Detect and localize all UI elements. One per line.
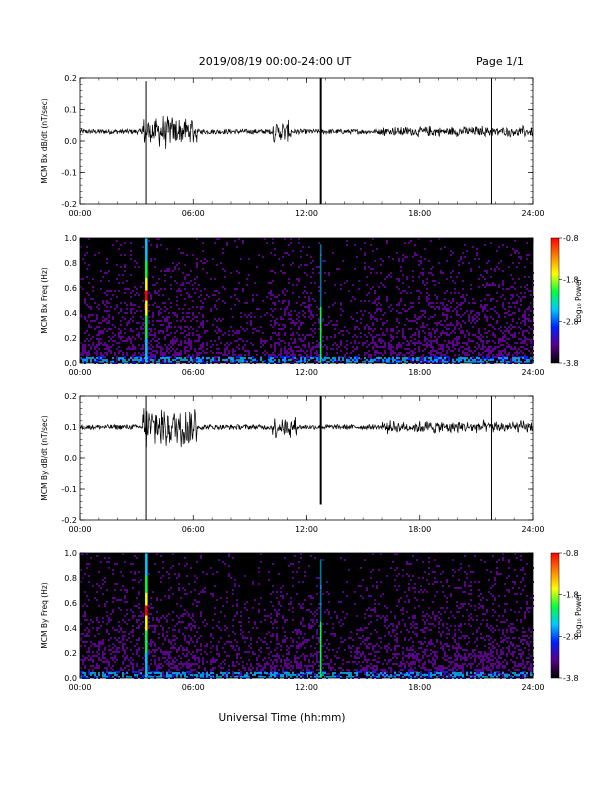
spectrogram-low-power bbox=[80, 553, 534, 679]
x-tick-label: 12:00 bbox=[295, 368, 318, 377]
broadband-event-line bbox=[145, 593, 148, 606]
y-axis-label: MCM By Freq (Hz) bbox=[40, 582, 49, 648]
y-tick-label: 0.0 bbox=[64, 454, 77, 463]
broadband-event-line bbox=[319, 621, 322, 678]
x-tick-label: 24:00 bbox=[521, 368, 544, 377]
broadband-event-line bbox=[145, 315, 148, 339]
y-axis-label: MCM Bx Freq (Hz) bbox=[40, 267, 49, 333]
y-tick-label: 1.0 bbox=[64, 549, 77, 558]
x-tick-label: 00:00 bbox=[68, 368, 91, 377]
colorbar-tick-label: -1.8 bbox=[563, 276, 579, 285]
y-tick-label: -0.1 bbox=[61, 169, 77, 178]
x-axis-label: Universal Time (hh:mm) bbox=[219, 712, 346, 724]
broadband-event-line bbox=[145, 575, 148, 594]
x-tick-label: 18:00 bbox=[408, 525, 431, 534]
panel-2: -0.8 -1.8 -2.8 -3.8 Log₁₀ Power 00:00 06:00 12:… bbox=[40, 234, 583, 377]
broadband-event-line bbox=[145, 260, 148, 279]
colorbar-tick-label: -2.8 bbox=[563, 632, 579, 641]
x-tick-label: 24:00 bbox=[521, 525, 544, 534]
y-tick-label: -0.2 bbox=[61, 516, 77, 525]
x-tick-label: 06:00 bbox=[182, 683, 205, 692]
spectrogram-low-frequency-band bbox=[80, 672, 534, 678]
spectrogram-low-power bbox=[80, 238, 534, 364]
y-axis-label: MCM Bx dB/dt (nT/sec) bbox=[40, 98, 49, 183]
spectrogram-mid-power bbox=[82, 356, 532, 364]
broadband-event-line bbox=[145, 278, 148, 291]
y-tick-label: 0.0 bbox=[64, 137, 77, 146]
broadband-event-line bbox=[145, 238, 148, 261]
broadband-event-line bbox=[319, 559, 322, 622]
colorbar-label: Log₁₀ Power bbox=[574, 277, 583, 322]
x-tick-label: 00:00 bbox=[68, 683, 91, 692]
colorbar bbox=[550, 552, 560, 679]
colorbar-tick-label: -3.8 bbox=[563, 359, 579, 368]
panel-4: -0.8 -1.8 -2.8 -3.8 Log₁₀ Power 00:00 06:00 12:… bbox=[40, 549, 583, 692]
colorbar bbox=[550, 237, 560, 364]
broadband-event-line bbox=[319, 306, 322, 363]
y-tick-label: 0.2 bbox=[64, 334, 77, 343]
y-tick-label: 0.6 bbox=[64, 599, 77, 608]
plot-frame bbox=[79, 77, 534, 205]
y-tick-label: 0.2 bbox=[64, 74, 77, 83]
broadband-event-line bbox=[145, 290, 148, 301]
dbdt-trace bbox=[79, 115, 534, 150]
x-tick-label: 18:00 bbox=[408, 209, 431, 218]
x-tick-label: 00:00 bbox=[68, 525, 91, 534]
figure-title: 2019/08/19 00:00-24:00 UT bbox=[199, 55, 352, 68]
panel-3: 00:00 06:00 12:00 18:00 24:00 -0.2 -0.1 0.0 0.1 0… bbox=[40, 392, 545, 534]
panel-1: 00:00 06:00 12:00 18:00 24:00 -0.2 -0.1 0.0 0.1 0… bbox=[40, 74, 545, 218]
broadband-event-line bbox=[145, 653, 148, 679]
colorbar-tick-label: -0.8 bbox=[563, 234, 579, 243]
x-tick-label: 06:00 bbox=[182, 368, 205, 377]
dbdt-trace bbox=[79, 408, 534, 448]
y-tick-label: 0.2 bbox=[64, 649, 77, 658]
y-tick-label: 0.8 bbox=[64, 574, 77, 583]
y-tick-label: -0.1 bbox=[61, 485, 77, 494]
panels: 00:00 06:00 12:00 18:00 24:00 -0.2 -0.1 0.0 0.1 0… bbox=[40, 74, 583, 692]
y-tick-label: 0.1 bbox=[64, 423, 77, 432]
colorbar-tick-label: -1.8 bbox=[563, 591, 579, 600]
y-tick-label: 1.0 bbox=[64, 234, 77, 243]
y-tick-label: 0.0 bbox=[64, 359, 77, 368]
broadband-event-line bbox=[145, 605, 148, 616]
x-tick-label: 24:00 bbox=[521, 683, 544, 692]
x-tick-label: 00:00 bbox=[68, 209, 91, 218]
plot-frame bbox=[79, 395, 534, 521]
x-tick-label: 06:00 bbox=[182, 209, 205, 218]
x-tick-label: 12:00 bbox=[295, 525, 318, 534]
y-tick-label: -0.2 bbox=[61, 200, 77, 209]
broadband-event-line bbox=[145, 338, 148, 364]
x-tick-label: 24:00 bbox=[521, 209, 544, 218]
broadband-event-line bbox=[145, 553, 148, 576]
broadband-event-line bbox=[319, 244, 322, 307]
x-tick-label: 06:00 bbox=[182, 525, 205, 534]
y-tick-label: 0.0 bbox=[64, 674, 77, 683]
broadband-event-line bbox=[145, 615, 148, 631]
y-tick-label: 0.8 bbox=[64, 259, 77, 268]
y-axis-label: MCM By dB/dt (nT/sec) bbox=[40, 415, 49, 500]
colorbar-tick-label: -0.8 bbox=[563, 549, 579, 558]
page-indicator: Page 1/1 bbox=[476, 55, 524, 68]
y-tick-label: 0.1 bbox=[64, 106, 77, 115]
broadband-event-line bbox=[145, 300, 148, 316]
broadband-event-line bbox=[145, 630, 148, 654]
y-tick-label: 0.4 bbox=[64, 309, 77, 318]
x-tick-label: 18:00 bbox=[408, 683, 431, 692]
x-tick-label: 12:00 bbox=[295, 683, 318, 692]
y-tick-label: 0.2 bbox=[64, 392, 77, 401]
x-tick-label: 18:00 bbox=[408, 368, 431, 377]
x-tick-label: 12:00 bbox=[295, 209, 318, 218]
colorbar-tick-label: -2.8 bbox=[563, 317, 579, 326]
colorbar-tick-label: -3.8 bbox=[563, 674, 579, 683]
colorbar-label: Log₁₀ Power bbox=[574, 592, 583, 637]
y-tick-label: 0.4 bbox=[64, 624, 77, 633]
y-tick-label: 0.6 bbox=[64, 284, 77, 293]
